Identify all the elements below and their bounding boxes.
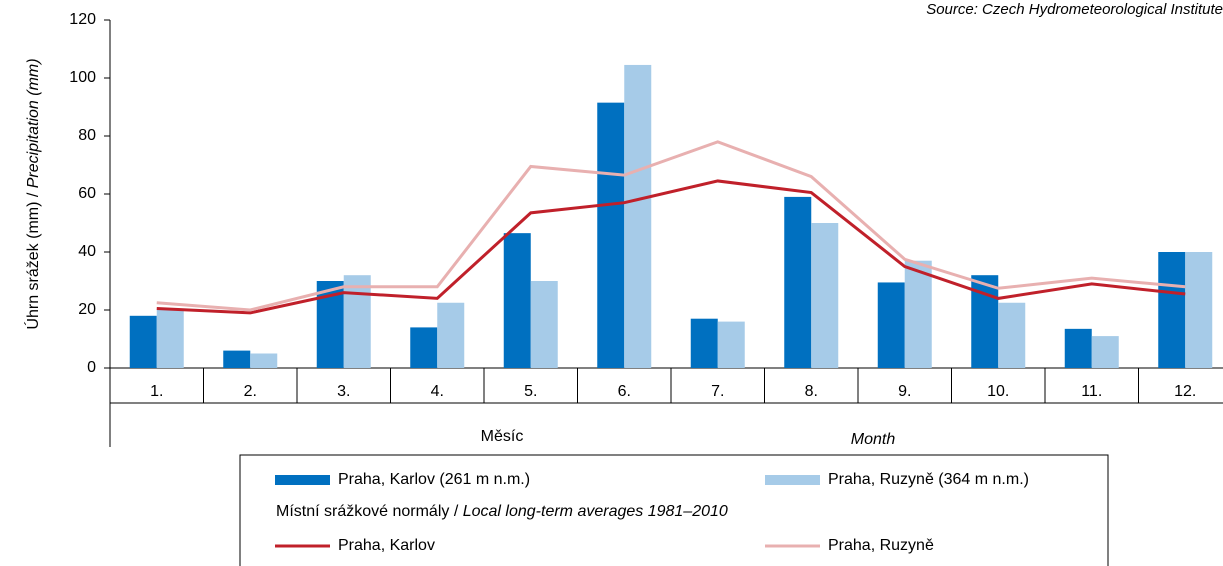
bar	[250, 353, 278, 368]
y-tick-label: 100	[69, 69, 96, 86]
legend-label: Praha, Ruzyně	[828, 537, 934, 554]
bar	[1158, 252, 1186, 368]
bar	[784, 196, 812, 368]
bar	[437, 302, 465, 368]
x-tick-label: 8.	[805, 383, 818, 400]
y-tick-label: 20	[78, 301, 96, 318]
source: Source: Czech Hydrometeorological Instit…	[926, 1, 1223, 18]
legend-subtitle-cz: Místní srážkové normály /	[276, 503, 463, 520]
legend-label: Praha, Karlov	[338, 537, 435, 554]
bar	[717, 321, 745, 368]
x-axis-label: Měsíc	[481, 428, 524, 445]
bar	[343, 275, 371, 368]
legend-box	[239, 454, 1109, 566]
legend-label: Praha, Ruzyně (364 m n.m.)	[828, 471, 1029, 488]
y-label-cz: Úhrn srážek (mm) /	[23, 188, 42, 329]
x-tick-label: 4.	[431, 383, 444, 400]
bar	[877, 282, 905, 368]
line	[156, 140, 1186, 312]
bar	[998, 302, 1026, 368]
bar	[1185, 252, 1213, 368]
y-tick-label: 40	[78, 243, 96, 260]
x-tick-label: 6.	[618, 383, 631, 400]
bar	[597, 102, 625, 369]
legend-label: Praha, Karlov (261 m n.m.)	[338, 471, 530, 488]
y-tick-label: 60	[78, 185, 96, 202]
bar	[129, 315, 157, 368]
x-tick-label: 7.	[711, 383, 724, 400]
x-tick-label: 12.	[1174, 383, 1196, 400]
bar	[503, 233, 531, 368]
x-tick-label: 9.	[898, 383, 911, 400]
bar	[624, 64, 652, 368]
x-tick-label: 10.	[987, 383, 1009, 400]
bar	[1091, 336, 1119, 368]
bar	[904, 260, 932, 368]
bar	[223, 350, 251, 368]
x-tick-label: 2.	[244, 383, 257, 400]
y-tick-label: 120	[69, 11, 96, 28]
legend-subtitle: Místní srážkové normály / Local long-ter…	[276, 503, 728, 520]
y-label-en: Precipitation (mm)	[25, 58, 42, 188]
legend-subtitle-en: Local long-term averages 1981–2010	[463, 503, 728, 520]
y-tick-label: 0	[87, 359, 96, 376]
bar	[156, 310, 184, 368]
legend-swatch	[765, 475, 820, 485]
x-tick-label: 5.	[524, 383, 537, 400]
legend-swatch	[275, 475, 330, 485]
bar	[811, 223, 839, 368]
bar	[410, 327, 438, 368]
y-axis-label: Úhrn srážek (mm) / Precipitation (mm)	[23, 58, 42, 329]
x-tick-label: 11.	[1081, 383, 1102, 400]
x-axis-label-en: Month	[851, 431, 896, 448]
bar	[1064, 328, 1092, 368]
bar	[690, 318, 718, 368]
bar	[530, 281, 558, 368]
line	[156, 179, 1186, 315]
y-tick-label: 80	[78, 127, 96, 144]
x-tick-label: 3.	[337, 383, 350, 400]
x-tick-label: 1.	[150, 383, 163, 400]
